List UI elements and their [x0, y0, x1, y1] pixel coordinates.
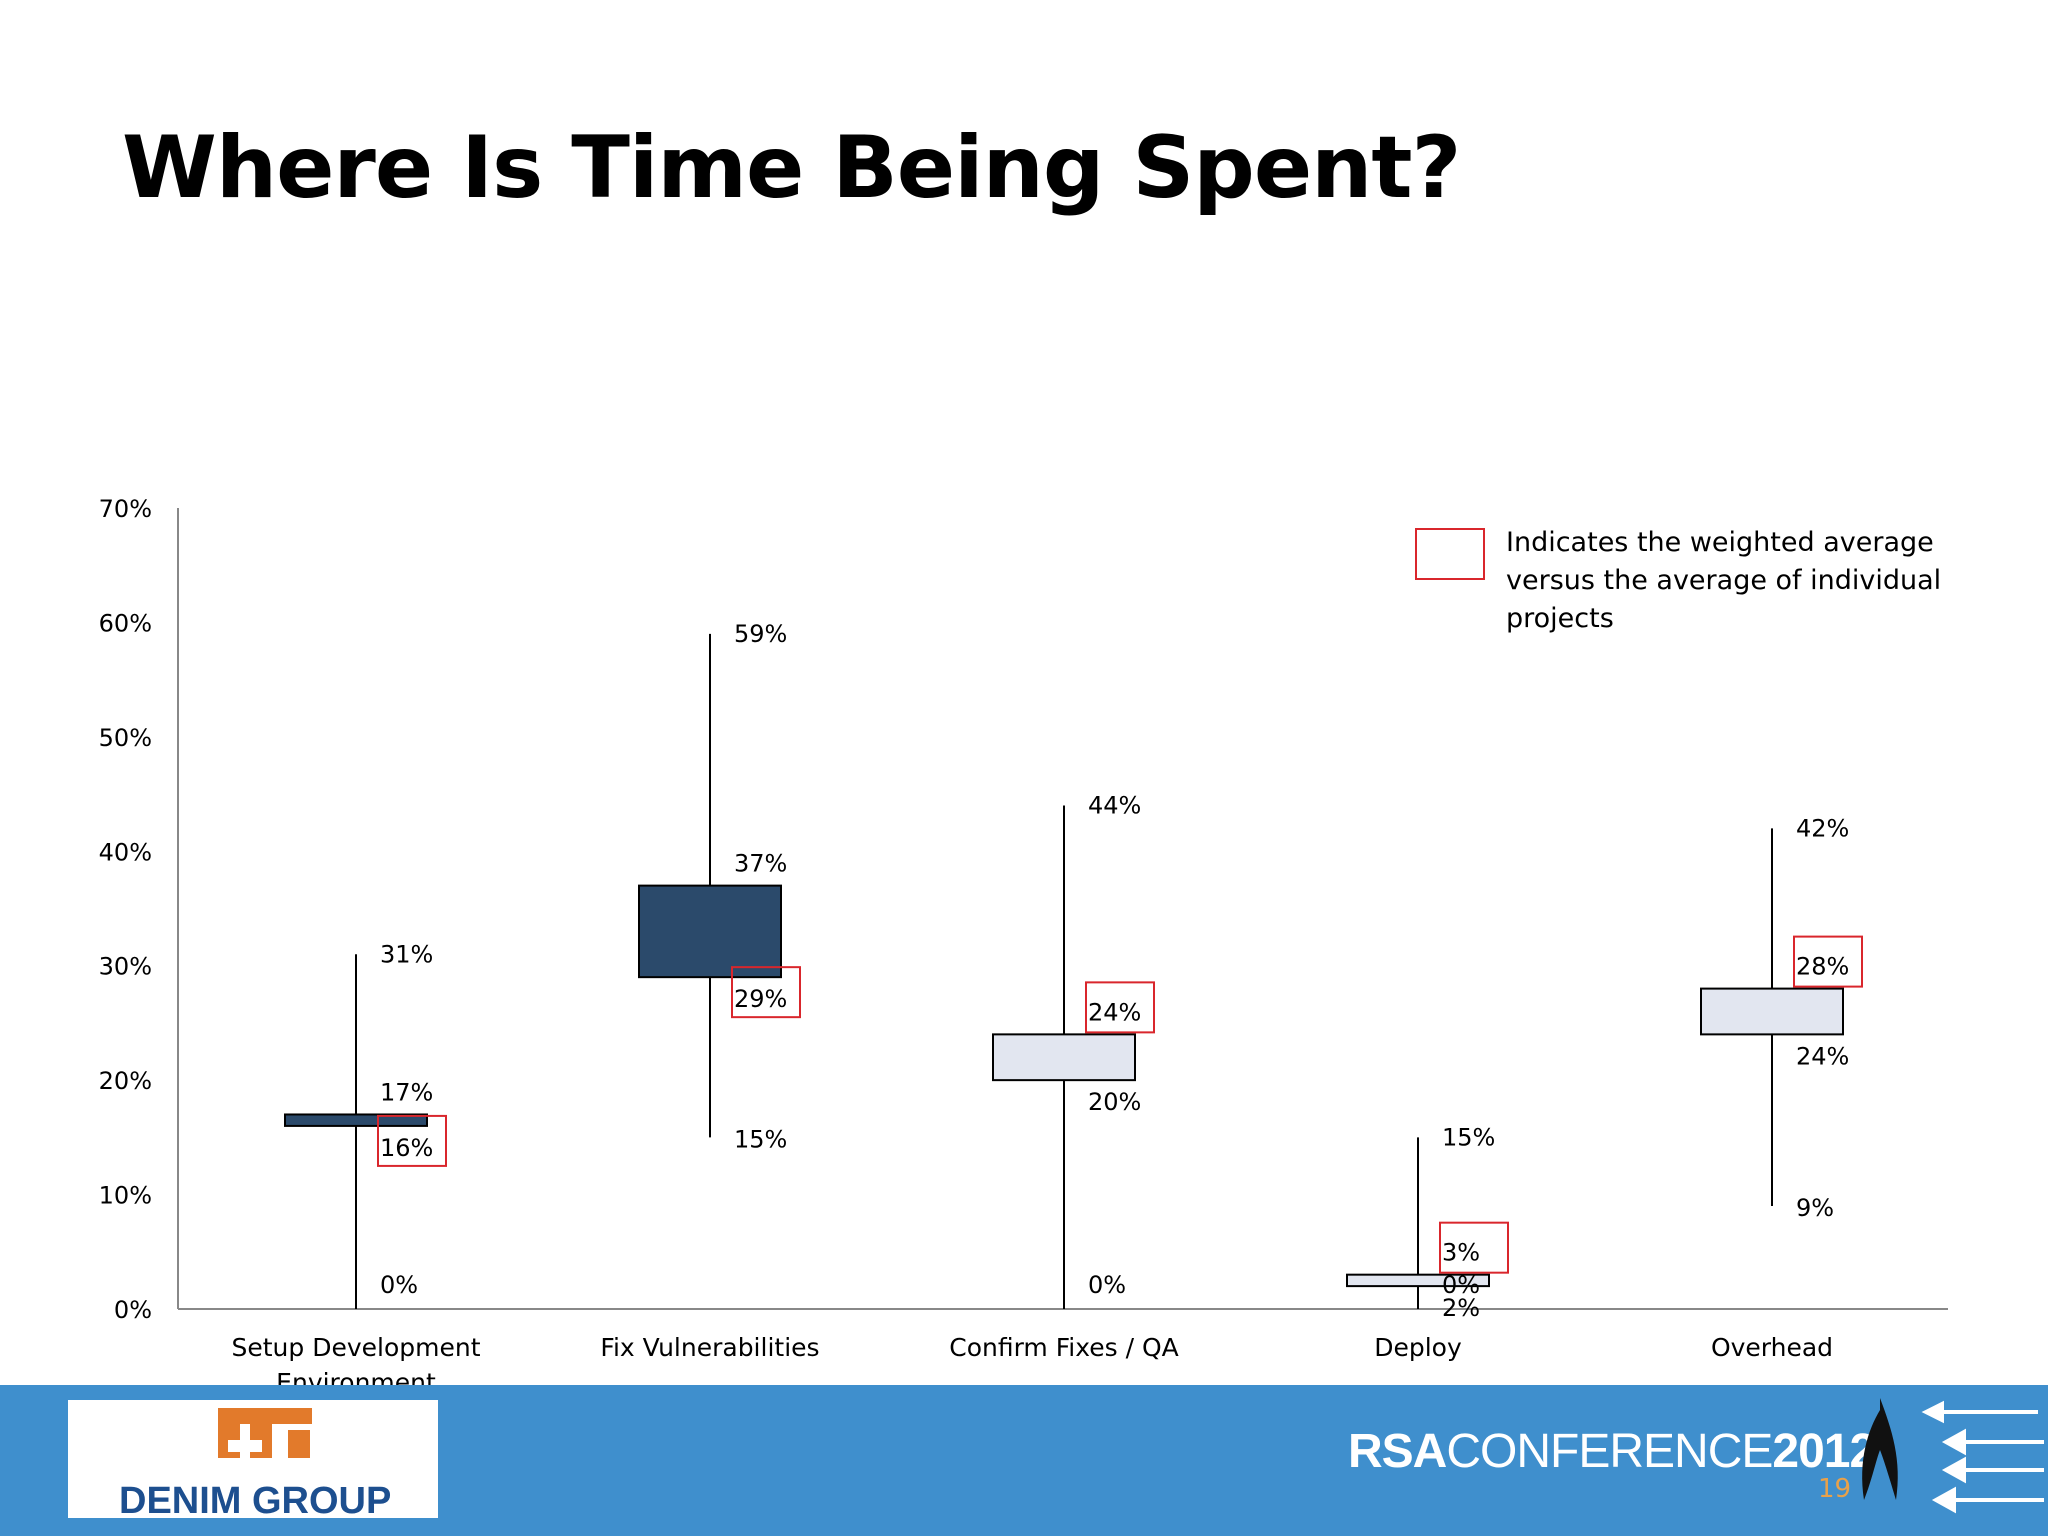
- value-label-box-low: 29%: [734, 985, 787, 1013]
- value-label-max: 59%: [734, 620, 787, 648]
- y-tick-label: 20%: [99, 1067, 152, 1095]
- y-tick-label: 10%: [99, 1182, 152, 1210]
- value-label-max: 31%: [380, 940, 433, 968]
- value-label-min: 15%: [734, 1125, 787, 1153]
- weighted-average-marker: [1793, 935, 1863, 988]
- value-label-max: 42%: [1796, 814, 1849, 842]
- denim-group-logo-mark: [218, 1408, 312, 1458]
- conference-mid: CONFERENCE: [1446, 1425, 1773, 1478]
- value-label-min: 9%: [1796, 1194, 1834, 1222]
- value-label-box-high: 37%: [734, 850, 787, 878]
- category-label: Deploy: [1374, 1333, 1462, 1362]
- box: [284, 1113, 428, 1127]
- weighted-average-marker: [731, 966, 801, 1019]
- box: [992, 1033, 1136, 1082]
- value-label-box-high: 24%: [1088, 998, 1141, 1026]
- value-label-box-high: 28%: [1796, 953, 1849, 981]
- box-plot-chart: 0% 10% 20% 30% 40% 50% 60% 70% 31% 17% 16% 0% Setup …: [99, 495, 1948, 1397]
- box: [1700, 987, 1844, 1036]
- conference-prefix: RSA: [1348, 1425, 1447, 1478]
- box: [638, 884, 782, 979]
- category-label: Fix Vulnerabilities: [600, 1333, 819, 1362]
- category-label: Overhead: [1711, 1333, 1833, 1362]
- value-label-box-high: 17%: [380, 1078, 433, 1106]
- y-tick-label: 50%: [99, 724, 152, 752]
- y-tick-label: 70%: [99, 495, 152, 523]
- legend-text: projects: [1506, 603, 1614, 634]
- conference-year: 2012: [1772, 1425, 1876, 1478]
- denim-group-logo: [68, 1400, 438, 1518]
- legend-marker: [1415, 528, 1485, 580]
- value-label-box-high: 3%: [1442, 1239, 1480, 1267]
- value-label-max: 44%: [1088, 792, 1141, 820]
- conference-wordmark: RSACONFERENCE2012: [1348, 1424, 1876, 1479]
- value-label-min: 0%: [1088, 1271, 1126, 1299]
- box: [1346, 1273, 1490, 1288]
- slide-title: Where Is Time Being Spent?: [122, 118, 1461, 218]
- value-label-box-low: 16%: [380, 1134, 433, 1162]
- y-tick-label: 40%: [99, 838, 152, 866]
- logo-text: DENIM GROUP: [119, 1480, 392, 1522]
- y-tick-label: 0%: [114, 1296, 152, 1324]
- category-label: Confirm Fixes / QA: [949, 1333, 1179, 1362]
- feather-icon: [1862, 1398, 1898, 1525]
- page-number: 19: [1818, 1474, 1852, 1504]
- legend-text: versus the average of individual: [1506, 565, 1941, 596]
- y-tick-label: 60%: [99, 609, 152, 637]
- value-label-min: 0%: [380, 1271, 418, 1299]
- legend-text: Indicates the weighted average: [1506, 527, 1934, 558]
- value-label-box-low: 20%: [1088, 1088, 1141, 1116]
- category-label: Setup Development: [231, 1333, 480, 1362]
- value-label-max: 15%: [1442, 1123, 1495, 1151]
- value-label-box-low: 24%: [1796, 1042, 1849, 1070]
- value-label-box-low: 2%: [1442, 1294, 1480, 1322]
- y-tick-label: 30%: [99, 953, 152, 981]
- weighted-average-marker: [377, 1114, 447, 1167]
- weighted-average-marker: [1439, 1221, 1509, 1274]
- arrows-icon: [1921, 1400, 2044, 1514]
- weighted-average-marker: [1085, 981, 1155, 1034]
- value-label-min: 0%: [1442, 1271, 1480, 1299]
